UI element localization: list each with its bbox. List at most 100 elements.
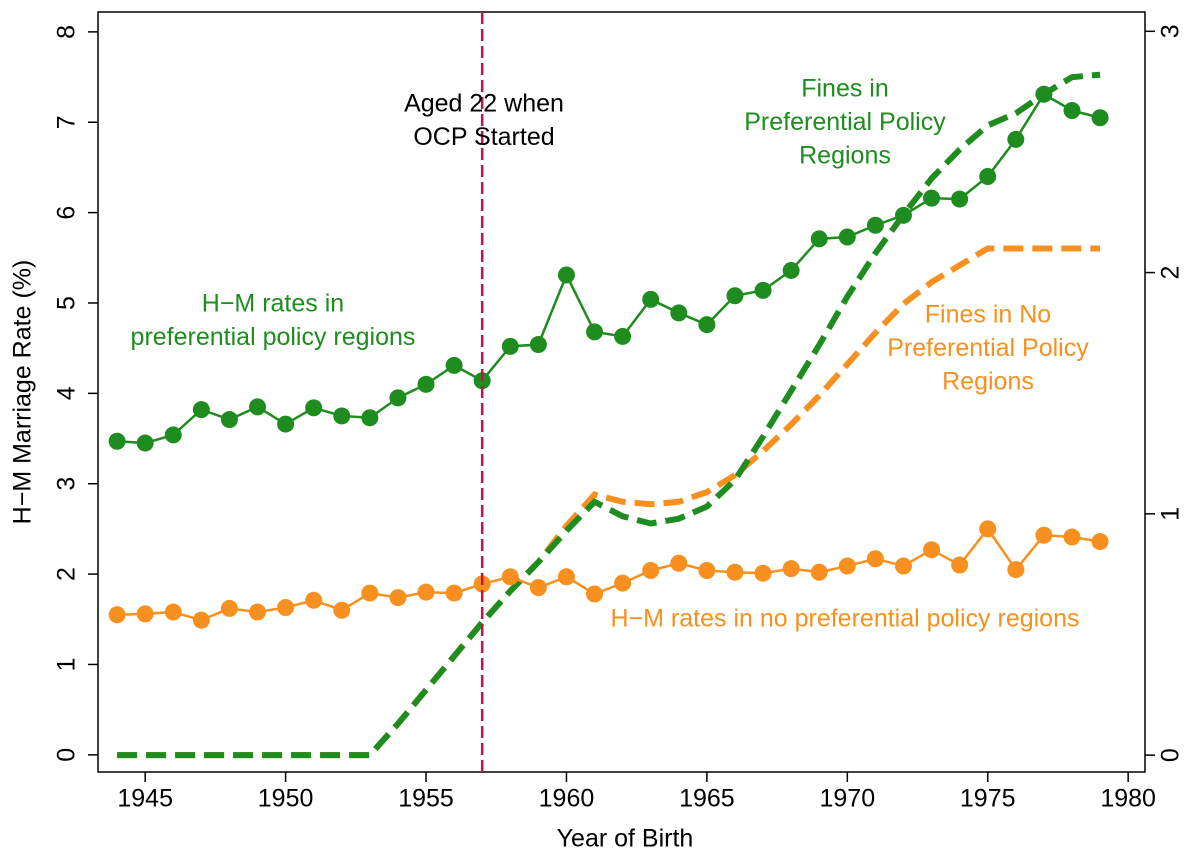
marker [979,520,997,538]
marker [333,407,351,425]
marker [1091,533,1109,551]
marker [220,411,238,429]
x-tick-label: 1950 [258,785,314,813]
marker [1063,102,1081,120]
y-tick-label: 3 [53,477,81,491]
x-tick-label: 1970 [819,785,875,813]
marker [277,415,295,433]
marker [782,261,800,279]
marker [108,606,126,624]
annotation: Preferential Policy [887,334,1089,362]
marker [698,561,716,579]
y-tick-label: 5 [53,296,81,310]
x-tick-label: 1955 [398,785,454,813]
marker [220,599,238,617]
marker [642,561,660,579]
annotation: Regions [799,142,891,170]
marker [951,190,969,208]
marker [305,591,323,609]
marker [586,585,604,603]
y-tick-label: 7 [53,115,81,129]
marker [1063,528,1081,546]
marker [838,228,856,246]
marker [923,541,941,559]
y-tick-label: 0 [53,748,81,762]
marker [866,216,884,234]
marker [1007,130,1025,148]
marker [417,375,435,393]
marker [1007,561,1025,579]
marker [501,568,519,586]
marker [894,206,912,224]
y2-tick-label: 1 [1157,507,1185,521]
marker [361,409,379,427]
marker [445,356,463,374]
marker [726,287,744,305]
marker [389,589,407,607]
marker [333,601,351,619]
marker [670,304,688,322]
marker [951,556,969,574]
marker [389,389,407,407]
marker [501,337,519,355]
marker [810,563,828,581]
x-tick-label: 1980 [1100,785,1156,813]
marker [249,398,267,416]
x-axis-label: Year of Birth [557,825,694,853]
marker [1035,526,1053,544]
annotation: Aged 22 when [404,90,564,118]
marker [670,554,688,572]
annotation: Regions [942,368,1034,396]
marker [1091,109,1109,127]
annotation: OCP Started [413,123,554,151]
marker [164,603,182,621]
marker [1035,85,1053,103]
marker [894,557,912,575]
y-axis-label: H−M Marriage Rate (%) [9,260,37,525]
marker [754,564,772,582]
y2-tick-label: 0 [1157,748,1185,762]
plot-frame [97,11,1146,773]
marker [754,281,772,299]
marker [810,230,828,248]
y-tick-label: 4 [53,386,81,400]
marker [614,574,632,592]
marker [445,584,463,602]
dashed-line [117,71,1101,759]
marker [923,189,941,207]
x-tick-label: 1945 [117,785,173,813]
marker [305,399,323,417]
marker [698,316,716,334]
marker [361,584,379,602]
marker [164,426,182,444]
marker [557,266,575,284]
marker [277,599,295,617]
marker [642,290,660,308]
marker [782,560,800,578]
marker [249,603,267,621]
annotation: H−M rates in [202,290,344,318]
marker [979,167,997,185]
marker [529,579,547,597]
marker [108,432,126,450]
marker [614,327,632,345]
y2-tick-label: 2 [1157,266,1185,280]
marker [529,336,547,354]
marker [192,401,210,419]
marker [136,605,154,623]
annotation: preferential policy regions [131,323,416,351]
marker [838,557,856,575]
x-tick-label: 1960 [539,785,595,813]
marker [192,611,210,629]
annotation: Fines in [801,75,889,103]
annotation: Fines in No [925,301,1051,329]
marker [557,568,575,586]
annotation: H−M rates in no preferential policy regi… [611,605,1080,633]
y-tick-label: 8 [53,25,81,39]
y-tick-label: 2 [53,567,81,581]
y-tick-label: 6 [53,206,81,220]
marker [866,550,884,568]
annotation: Preferential Policy [744,108,946,136]
marker [417,583,435,601]
